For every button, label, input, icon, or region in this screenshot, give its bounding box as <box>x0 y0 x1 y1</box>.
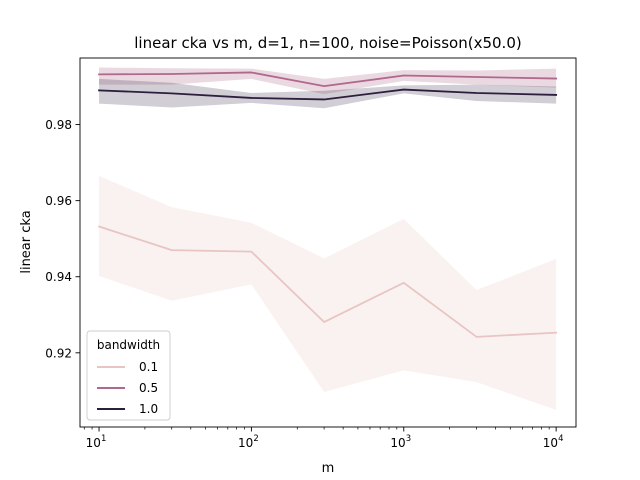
x-tick-label: 103 <box>390 434 411 450</box>
legend-box <box>86 330 171 421</box>
bands-layer <box>99 67 557 410</box>
x-tick-label: 102 <box>238 434 259 450</box>
y-axis-label: linear cka <box>19 210 34 273</box>
x-tick-base: 10 <box>543 436 558 450</box>
series-line-0-5 <box>98 71 558 88</box>
ci-band-1-0 <box>99 78 557 109</box>
legend-label-0-1: 0.1 <box>139 360 158 374</box>
x-tick-base: 10 <box>390 436 405 450</box>
plot-frame <box>79 57 577 428</box>
x-tick-label: 104 <box>543 434 564 450</box>
chart-title: linear cka vs m, d=1, n=100, noise=Poiss… <box>134 34 521 52</box>
legend-label-0-5: 0.5 <box>139 381 158 395</box>
x-tick-exponent: 4 <box>558 434 563 444</box>
x-tick-exponent: 2 <box>253 434 258 444</box>
ci-band-0-5 <box>99 67 557 95</box>
x-tick-base: 10 <box>238 436 253 450</box>
y-tick-label: 0.92 <box>45 346 72 360</box>
y-axis: 0.92 0.94 0.96 0.98 <box>45 118 80 360</box>
lines-layer <box>97 71 558 338</box>
series-line-0-1 <box>97 225 558 338</box>
legend-title: bandwidth <box>97 338 160 352</box>
x-tick-label: 101 <box>86 434 107 450</box>
legend: bandwidth 0.1 0.5 1.0 <box>86 330 171 421</box>
x-tick-base: 10 <box>86 436 101 450</box>
ci-band-0-1 <box>99 175 557 410</box>
y-tick-label: 0.98 <box>45 118 72 132</box>
legend-label-1-0: 1.0 <box>139 402 158 416</box>
y-tick-label: 0.96 <box>45 194 72 208</box>
x-tick-exponent: 1 <box>101 434 106 444</box>
series-line-1-0 <box>98 88 558 101</box>
x-axis: 101 102 103 104 <box>83 427 564 450</box>
x-tick-exponent: 3 <box>406 434 411 444</box>
y-tick-label: 0.94 <box>45 270 72 284</box>
x-axis-label: m <box>322 461 335 476</box>
